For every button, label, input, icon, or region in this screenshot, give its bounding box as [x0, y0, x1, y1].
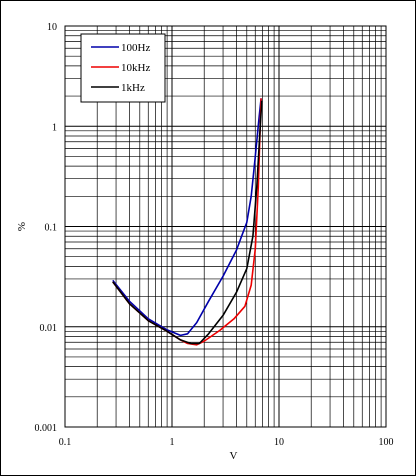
legend-box: [80, 33, 166, 103]
x-tick-labels: 0.1 1 10 100: [59, 437, 394, 448]
y-tick-label: 0.001: [35, 423, 58, 434]
x-tick-label: 100: [379, 437, 394, 448]
x-tick-label: 0.1: [59, 437, 72, 448]
y-axis-label: %: [16, 222, 28, 231]
y-tick-label: 0.1: [45, 223, 58, 234]
x-tick-label: 10: [274, 437, 284, 448]
plot-border: [64, 25, 387, 428]
y-tick-label: 10: [47, 22, 57, 33]
legend-label: 100Hz: [121, 42, 150, 54]
x-axis-label: V: [230, 450, 238, 462]
y-tick-label: 0.01: [40, 323, 58, 334]
legend: 100Hz 10kHz 1kHz: [80, 33, 166, 103]
x-tick-label: 1: [170, 437, 175, 448]
legend-label: 1kHz: [121, 82, 145, 94]
series-line-1khz: [112, 100, 263, 345]
legend-label: 10kHz: [121, 62, 150, 74]
series-line-100hz: [112, 98, 262, 337]
y-tick-labels: 0.001 0.01 0.1 1 10: [35, 22, 58, 434]
series-layer: [112, 98, 263, 346]
y-tick-label: 1: [52, 122, 57, 133]
